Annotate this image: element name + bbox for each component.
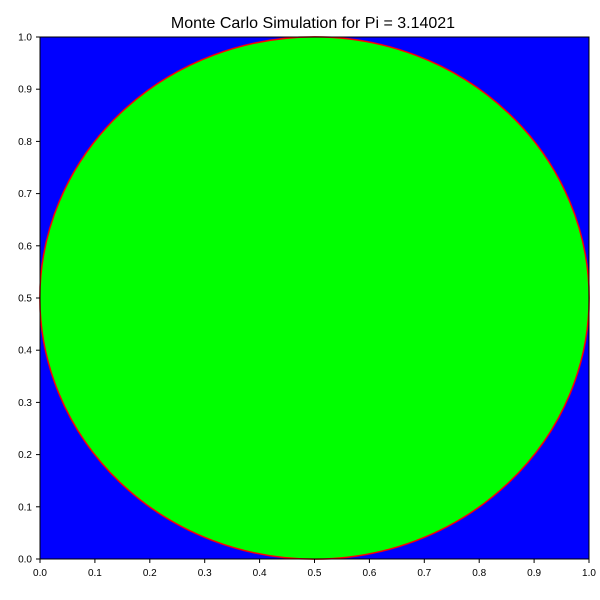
x-axis: 0.0 0.1 0.2 0.3 0.4 0.5 0.6 0.7 0.8 0.9 1.0 [33, 559, 596, 579]
y-tick-label: 0.7 [18, 189, 32, 200]
x-tick-label: 0.7 [417, 568, 431, 579]
y-tick-label: 0.4 [18, 346, 32, 357]
x-tick-label: 0.9 [527, 568, 541, 579]
x-tick-label: 0.3 [198, 568, 212, 579]
y-tick-label: 0.0 [18, 555, 32, 566]
y-tick-label: 0.1 [18, 502, 32, 513]
x-tick-label: 0.1 [88, 568, 102, 579]
x-tick-label: 0.6 [362, 568, 376, 579]
y-tick-label: 0.2 [18, 450, 32, 461]
y-tick-label: 0.6 [18, 241, 32, 252]
x-tick-label: 0.4 [253, 568, 267, 579]
x-tick-label: 1.0 [582, 568, 596, 579]
x-tick-label: 0.2 [143, 568, 157, 579]
y-tick-label: 1.0 [18, 33, 32, 44]
y-tick-label: 0.3 [18, 398, 32, 409]
x-tick-label: 0.0 [33, 568, 47, 579]
chart-title: Monte Carlo Simulation for Pi = 3.14021 [171, 15, 455, 32]
x-tick-label: 0.5 [308, 568, 322, 579]
y-tick-label: 0.9 [18, 85, 32, 96]
y-tick-label: 0.8 [18, 137, 32, 148]
inside-points-region [39, 36, 590, 560]
y-tick-label: 0.5 [18, 294, 32, 305]
x-tick-label: 0.8 [472, 568, 486, 579]
plot-area [38, 35, 591, 561]
y-axis: 0.0 0.1 0.2 0.3 0.4 0.5 0.6 0.7 0.8 0.9 1.0 [18, 33, 40, 566]
